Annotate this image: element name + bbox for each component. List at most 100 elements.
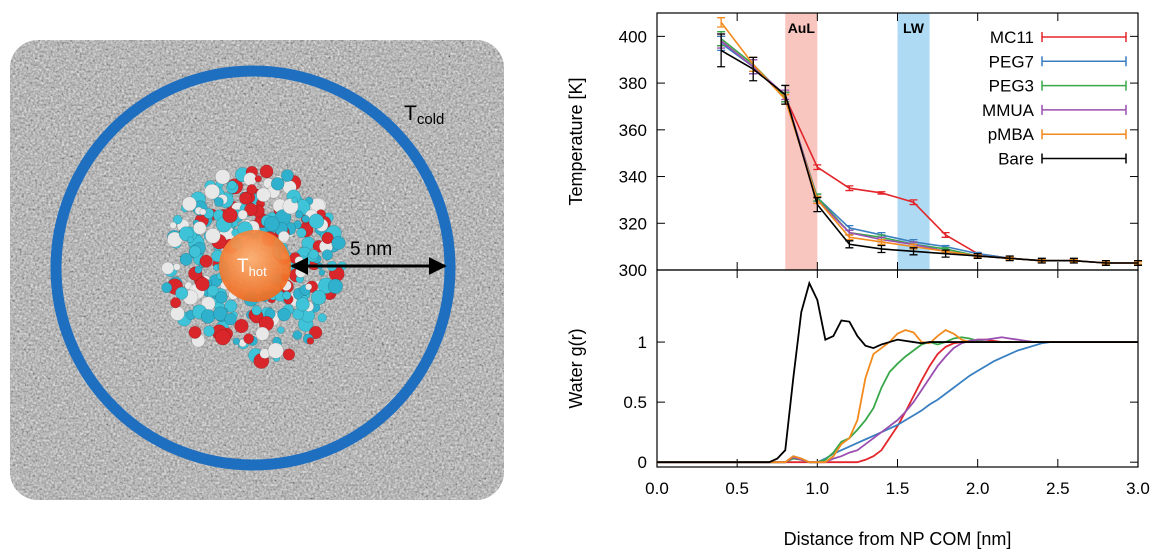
t-hot-main: T (237, 256, 249, 277)
atom (291, 196, 298, 204)
atom (195, 276, 210, 292)
error-bar (941, 231, 950, 238)
t-hot-label: Thot (237, 256, 267, 279)
x-tick-label: 1.5 (886, 479, 910, 498)
atom (309, 325, 323, 340)
atom (213, 306, 228, 321)
y-tick-label: 340 (619, 168, 647, 187)
region-band (785, 13, 818, 270)
atom (173, 263, 181, 271)
atom (317, 313, 327, 323)
legend-label: MC11 (990, 28, 1034, 47)
simulation-snapshot: 5 nm Tcold Thot (10, 40, 504, 500)
atom (179, 252, 193, 266)
atom (308, 249, 319, 260)
error-bar (941, 249, 950, 258)
series-line (720, 49, 1138, 264)
legend-label: PEG7 (989, 52, 1034, 71)
atom (243, 172, 257, 186)
error-bar (1037, 257, 1046, 264)
atom (205, 228, 221, 244)
error-bar (717, 33, 726, 68)
atom (194, 265, 203, 274)
region-band (897, 13, 930, 270)
atom (224, 299, 238, 313)
y-axis-label: Temperature [K] (566, 77, 586, 205)
series-line (657, 338, 1138, 464)
x-tick-label: 2.0 (966, 479, 990, 498)
x-tick-label: 3.0 (1126, 479, 1150, 498)
atom (321, 232, 334, 245)
atom (203, 325, 215, 337)
atom (207, 284, 219, 297)
atom (282, 291, 292, 300)
atom (227, 180, 237, 190)
atom (282, 348, 296, 361)
atom (214, 329, 231, 346)
panel: AuL LW 300 320 340 360 380 400 Temperature [K] MC… (566, 12, 1142, 280)
y-axis-label: Water g(r) (566, 328, 586, 408)
atom (295, 297, 310, 312)
atom (318, 269, 326, 276)
error-bar (1134, 260, 1142, 266)
atom (175, 286, 189, 300)
legend-swatch (1041, 32, 1127, 42)
y-tick-label: 400 (619, 27, 647, 46)
x-axis-label: Distance from NP COM [nm] (784, 529, 1012, 549)
error-bar (877, 244, 886, 254)
y-tick-label: 0.5 (623, 393, 647, 412)
error-bar (813, 196, 822, 213)
atom (281, 169, 294, 182)
atom (321, 249, 333, 261)
atom (277, 307, 291, 322)
atom (161, 261, 175, 275)
atom (327, 278, 344, 294)
atom (193, 221, 207, 235)
atom (267, 342, 284, 359)
error-bar (1069, 257, 1078, 264)
error-bar (1101, 260, 1110, 266)
atom (199, 254, 213, 268)
atom (270, 177, 285, 191)
plot-frame (656, 269, 1139, 468)
atom (263, 216, 280, 232)
y-tick-label: 1 (638, 333, 647, 352)
error-bar (717, 17, 726, 28)
atom (222, 207, 238, 224)
x-tick-label: 2.5 (1046, 479, 1070, 498)
atom (251, 305, 262, 316)
atom (170, 297, 182, 309)
legend-label: pMBA (988, 125, 1035, 144)
atom (204, 183, 220, 200)
atom (200, 309, 216, 324)
atom (254, 175, 262, 183)
y-tick-label: 0 (638, 453, 647, 472)
error-bar (877, 238, 886, 245)
series-line (657, 329, 1138, 464)
atom (234, 318, 249, 334)
y-tick-label: 360 (619, 121, 647, 140)
series-line (657, 336, 1138, 464)
atom (294, 256, 304, 266)
series-line (657, 341, 1138, 464)
error-bar (749, 56, 758, 82)
atom (244, 202, 258, 217)
error-bar (877, 191, 886, 195)
legend-label: PEG3 (989, 77, 1034, 96)
atom (181, 196, 197, 212)
atom (292, 330, 303, 340)
series-line (657, 280, 1138, 464)
atom (169, 221, 177, 229)
error-bar (909, 247, 918, 256)
error-bar (781, 84, 790, 105)
region-label: LW (903, 20, 925, 36)
error-bar (845, 185, 854, 192)
atom (161, 282, 173, 294)
atom (296, 227, 307, 239)
legend-swatch (1041, 129, 1127, 140)
atom (215, 169, 231, 185)
error-bar (845, 240, 854, 249)
error-bar (1005, 255, 1014, 262)
atom (308, 213, 325, 229)
